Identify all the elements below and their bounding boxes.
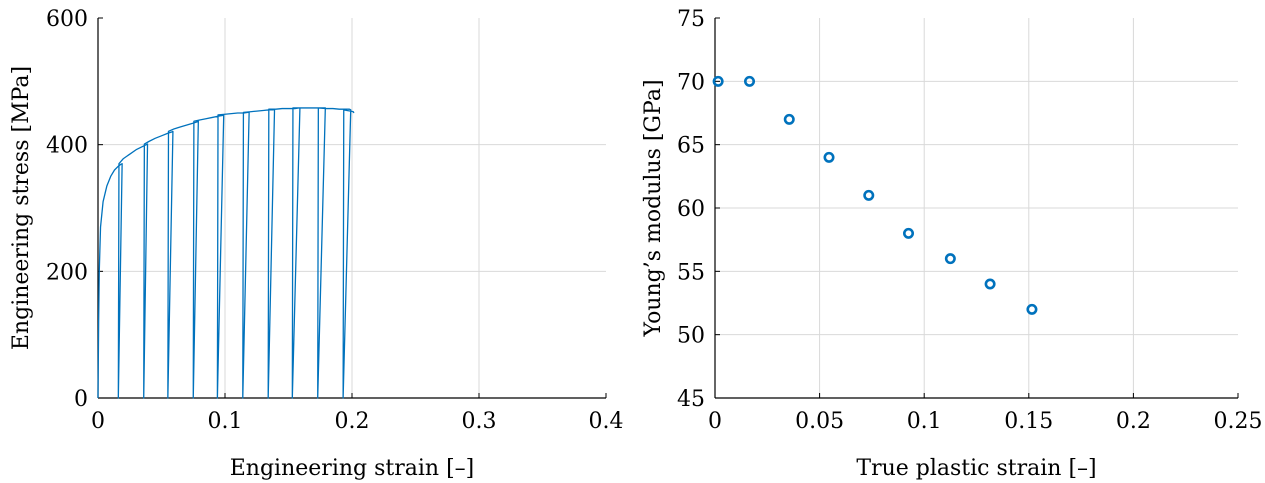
chart1-ytick-label: 0 <box>74 387 88 412</box>
chart1-x-axis-label: Engineering strain [–] <box>230 456 474 481</box>
chart2-data-point <box>863 189 875 201</box>
chart1-y-axis-label: Engineering stress [MPa] <box>9 66 34 350</box>
chart2-xtick-label: 0.1 <box>907 409 942 434</box>
chart1-ytick-label: 200 <box>46 260 88 285</box>
chart2-xtick-label: 0.15 <box>1004 409 1053 434</box>
chart1-xtick-label: 0.1 <box>208 409 243 434</box>
chart1-ytick-label: 600 <box>46 7 88 32</box>
chart2-data-point <box>823 151 835 163</box>
stress-strain-chart: 0 0.1 0.2 0.3 0.4 0 200 400 600 Engineering strai… <box>9 7 624 481</box>
chart2-data-point <box>944 253 956 265</box>
chart2-xtick-label: 0.25 <box>1214 409 1263 434</box>
chart1-xtick-label: 0.3 <box>462 409 497 434</box>
chart2-ytick-label: 75 <box>677 7 705 32</box>
chart2-ytick-label: 55 <box>677 260 705 285</box>
chart2-xtick-label: 0.05 <box>795 409 844 434</box>
chart2-data-point <box>984 278 996 290</box>
chart1-xtick-label: 0.2 <box>335 409 370 434</box>
chart2-ytick-label: 45 <box>677 387 705 412</box>
chart2-xtick-label: 0.2 <box>1116 409 1151 434</box>
chart2-ytick-label: 60 <box>677 197 705 222</box>
chart1-series-line <box>97 107 355 399</box>
chart2-x-axis-label: True plastic strain [–] <box>856 456 1096 481</box>
chart2-data-point <box>712 75 724 87</box>
chart2-ytick-label: 50 <box>677 324 705 349</box>
chart2-data-point <box>1026 303 1038 315</box>
chart2-data-point <box>783 113 795 125</box>
chart1-xtick-label: 0.4 <box>589 409 624 434</box>
chart2-ytick-label: 65 <box>677 134 705 159</box>
chart1-xtick-label: 0 <box>91 409 105 434</box>
chart2-y-axis-label: Young’s modulus [GPa] <box>641 79 666 337</box>
chart2-data-point <box>744 75 756 87</box>
chart1-ytick-label: 400 <box>46 134 88 159</box>
chart2-ytick-label: 70 <box>677 70 705 95</box>
chart2-xtick-label: 0 <box>708 409 722 434</box>
chart2-data-point <box>903 227 915 239</box>
modulus-chart: 0 0.05 0.1 0.15 0.2 0.25 45 50 55 60 65 70 75 True pl… <box>641 7 1262 481</box>
